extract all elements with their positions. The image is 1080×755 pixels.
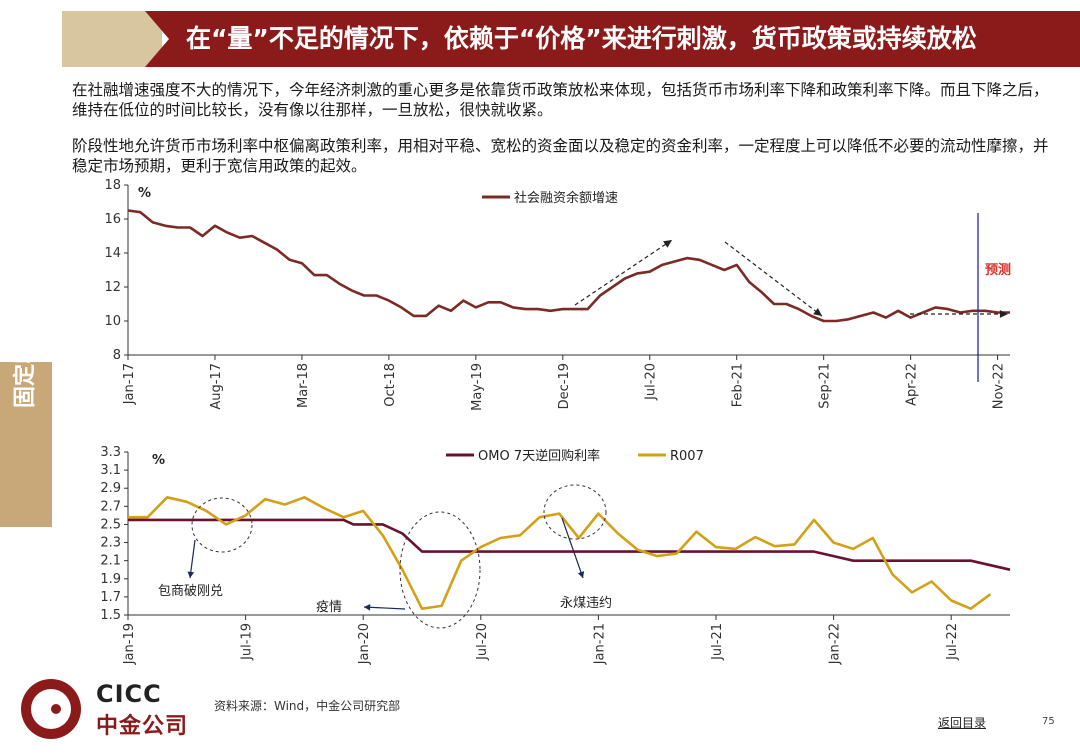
page-title: 在“量”不足的情况下，依赖于“价格”来进行刺激，货币政策或持续放松 [186, 24, 977, 53]
annotation-arrow-yongmei [561, 517, 584, 579]
annotation-yongmei: 永煤违约 [560, 596, 612, 611]
annotation-arrow-covid-head [364, 603, 371, 611]
legend-label-tsf: 社会融资余额增速 [514, 190, 618, 206]
y-tick-label: 10 [104, 314, 121, 329]
series-line-2 [128, 496, 992, 610]
uptrend-arrow [574, 239, 673, 306]
y-tick-label: 12 [104, 280, 121, 295]
x-tick-label: Dec-19 [557, 363, 572, 409]
x-tick-label: Jan-21 [592, 623, 607, 665]
series-line-1 [128, 518, 1011, 571]
x-tick-label: Jul-19 [240, 623, 255, 661]
flat-trend-arrow-head [999, 310, 1008, 318]
y-tick-label: 2.1 [100, 554, 121, 569]
logo-text-cn: 中金公司 [96, 714, 189, 739]
source-note: 资料来源：Wind，中金公司研究部 [214, 699, 401, 713]
y-tick-label: 14 [104, 246, 121, 261]
logo-text-en: CICC [96, 680, 162, 708]
x-tick-label: Apr-22 [905, 363, 920, 406]
y-tick-label: 3.3 [100, 445, 121, 460]
annotation-arrow-covid [363, 606, 406, 610]
annotation-circle-baoshang [191, 497, 253, 553]
header-bar [145, 11, 1080, 67]
legend-label-omo: OMO 7天逆回购利率 [478, 448, 600, 464]
x-tick-label: Aug-17 [209, 363, 224, 410]
annotation-baoshang: 包商破刚兑 [158, 584, 223, 599]
y-tick-label: 1.9 [100, 572, 121, 587]
annotation-covid: 疫情 [316, 599, 342, 615]
legend-label-r007: R007 [670, 449, 704, 464]
x-tick-label: Jul-21 [710, 623, 725, 661]
downtrend-arrow-head [813, 307, 822, 316]
header-accent-tab [62, 11, 162, 67]
x-tick-label: Sep-21 [818, 363, 833, 409]
x-tick-label: Mar-18 [296, 363, 311, 408]
annotation-arrow-baoshang-head [187, 571, 195, 578]
y-tick-label: 2.7 [100, 499, 121, 514]
y-unit-label: % [152, 453, 165, 468]
x-tick-label: Jul-20 [644, 363, 659, 401]
cicc-logo-icon [21, 679, 81, 739]
uptrend-arrow-head [663, 240, 672, 248]
y-unit-label: % [138, 186, 151, 201]
annotation-circle-covid [399, 511, 481, 629]
body-paragraph-1: 在社融增速强度不大的情况下，今年经济刺激的重心更多是依靠货币政策放松来体现，包括… [72, 81, 1049, 119]
downtrend-arrow [724, 241, 823, 317]
annotation-arrow-yongmei-head [577, 571, 585, 578]
y-tick-label: 2.9 [100, 481, 121, 496]
x-tick-label: Jan-19 [122, 623, 137, 665]
x-tick-label: Feb-21 [731, 363, 746, 407]
body-paragraph-2: 阶段性地允许货币市场利率中枢偏离政策利率，用相对平稳、宽松的资金面以及稳定的资金… [72, 137, 1049, 175]
x-tick-label: Oct-18 [383, 363, 398, 407]
y-tick-label: 2.5 [100, 517, 121, 532]
x-tick-label: Jul-20 [475, 623, 490, 661]
annotation-circle-yongmei [543, 484, 607, 540]
x-tick-label: Jan-17 [122, 363, 137, 405]
forecast-label: 预测 [985, 262, 1011, 278]
x-tick-label: Nov-22 [992, 363, 1007, 409]
y-tick-label: 2.3 [100, 536, 121, 551]
y-tick-label: 8 [113, 348, 121, 363]
y-tick-label: 3.1 [100, 463, 121, 478]
y-tick-label: 1.7 [100, 590, 121, 605]
x-tick-label: May-19 [470, 363, 485, 411]
series-line-1 [127, 209, 1010, 323]
page-number: 75 [1042, 716, 1055, 727]
annotation-arrow-baoshang [189, 539, 196, 579]
y-tick-label: 1.5 [100, 608, 121, 623]
side-section-tab[interactable] [0, 362, 52, 527]
x-tick-label: Jan-20 [357, 623, 372, 665]
y-tick-label: 18 [104, 178, 121, 193]
x-tick-label: Jan-22 [828, 623, 843, 665]
y-tick-label: 16 [104, 212, 121, 227]
back-to-contents-link[interactable]: 返回目录 [938, 716, 987, 730]
x-tick-label: Jul-22 [945, 623, 960, 661]
